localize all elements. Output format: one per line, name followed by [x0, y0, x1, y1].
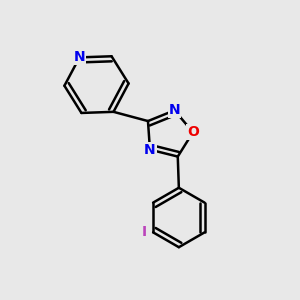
Text: N: N: [74, 50, 85, 64]
Text: I: I: [142, 225, 147, 239]
Text: N: N: [144, 142, 156, 157]
Text: O: O: [187, 125, 199, 139]
Text: N: N: [169, 103, 180, 117]
